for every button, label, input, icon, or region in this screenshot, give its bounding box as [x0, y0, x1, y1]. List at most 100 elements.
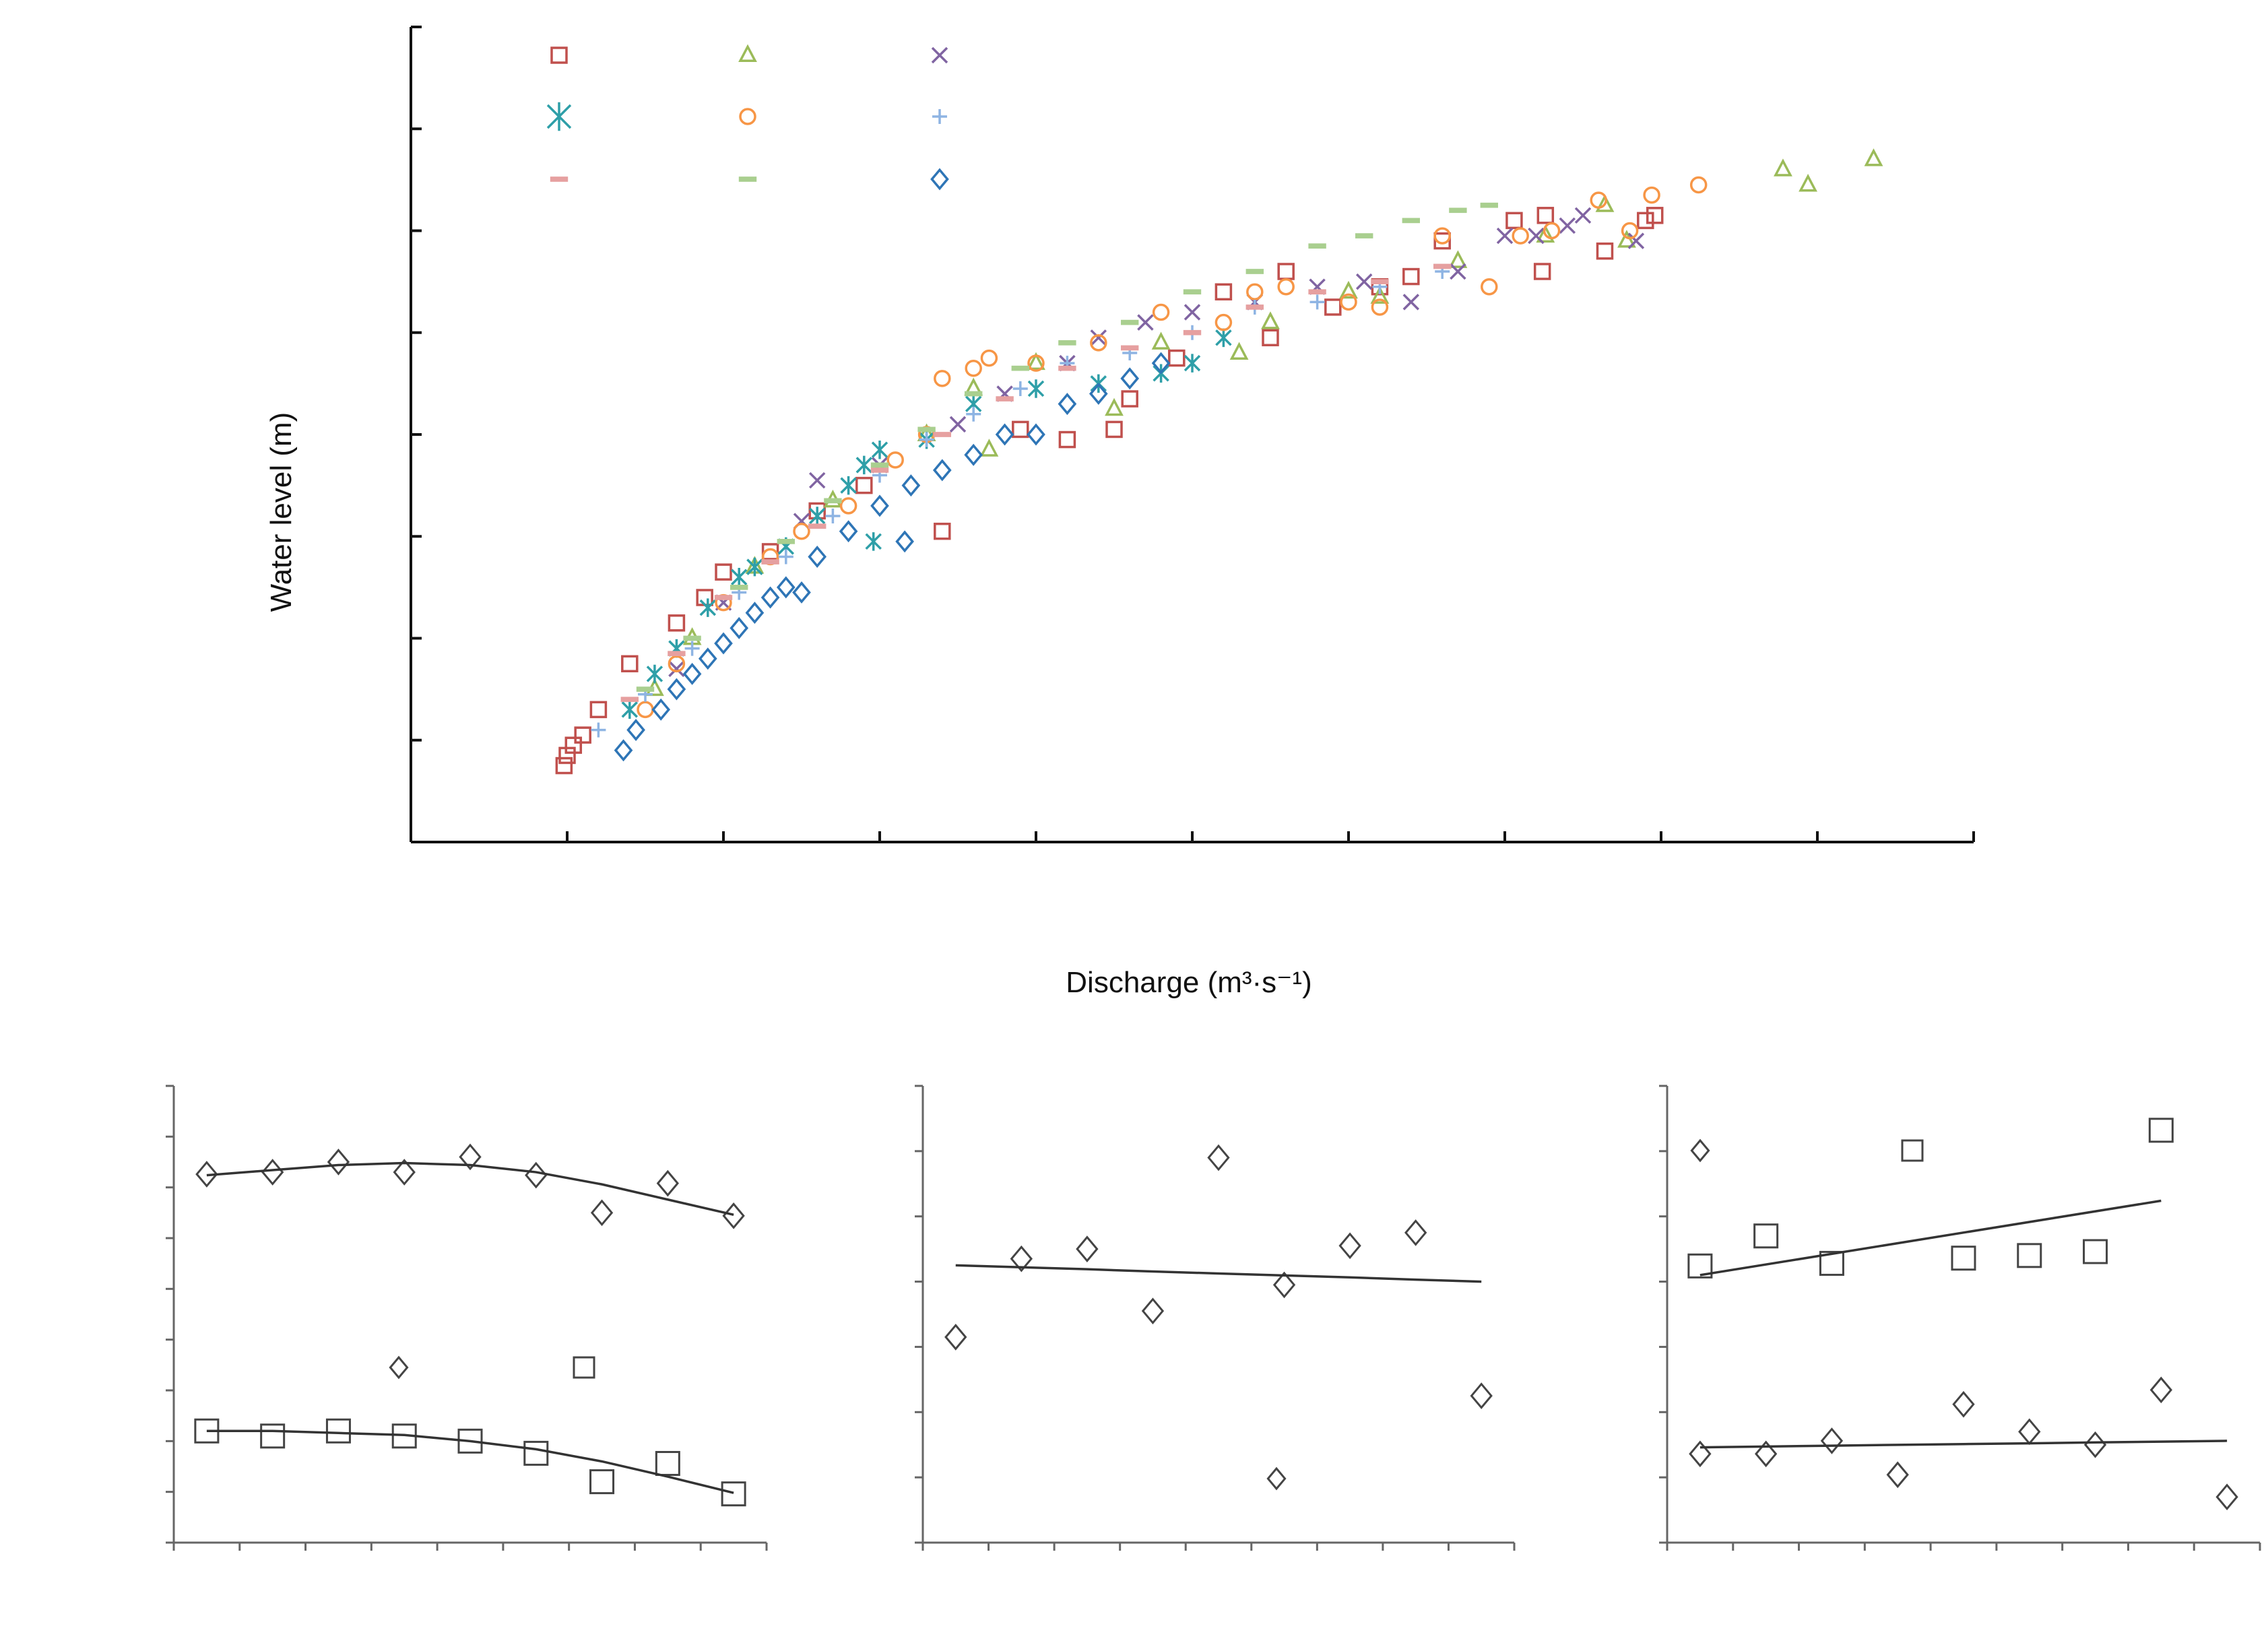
small-3-trendline-25,000m³/s	[1699, 1440, 2228, 1449]
point-2010-5	[870, 462, 889, 468]
small-2-point-20,000m³/s-2005	[1076, 1235, 1099, 1262]
point-2006-11	[865, 532, 882, 551]
point-2004-17	[1617, 230, 1636, 248]
point-2011-14	[870, 494, 889, 517]
small-3-legend-marker-25,000m³/s	[1690, 1138, 1710, 1163]
small-1-point-10,000m³/s-2005	[325, 1418, 351, 1444]
point-2004-20	[1864, 148, 1883, 166]
point-2003-5	[621, 655, 639, 673]
point-2003-28	[1637, 212, 1654, 230]
small-3-legend-marker-35,000m³/s	[1901, 1139, 1924, 1162]
point-2009-6	[933, 432, 951, 437]
point-2011-3	[667, 678, 686, 701]
small-1-point-15,000m³/s-2003	[195, 1161, 218, 1188]
legend-marker-2004	[738, 44, 757, 62]
point-2003-9	[761, 543, 779, 560]
point-2007-22	[1543, 222, 1561, 240]
point-2003-11	[855, 476, 873, 494]
point-2010-17	[1480, 202, 1498, 208]
point-2007-5	[839, 497, 857, 515]
small-1-point-15,000m³/s-2008	[525, 1161, 548, 1189]
small-3-point-35,000m³/s-2010	[2148, 1118, 2174, 1143]
point-2003-3	[574, 726, 591, 744]
point-2008-5	[825, 509, 841, 523]
point-2003-4	[589, 701, 608, 719]
point-2007-25	[1643, 186, 1660, 204]
point-2009-14	[1433, 263, 1452, 269]
point-2004-15	[1536, 224, 1555, 243]
point-2009-9	[1121, 345, 1139, 351]
point-2011-22	[1089, 383, 1108, 405]
point-2011-5	[698, 647, 717, 670]
point-2011-18	[964, 443, 983, 466]
legend-marker-2003	[550, 46, 568, 64]
point-2009-4	[808, 523, 827, 529]
main-x-axis-label: Discharge (m³·s⁻¹)	[1066, 966, 1311, 999]
point-2007-19	[1433, 227, 1451, 245]
point-2003-0	[555, 756, 573, 775]
small-3-point-25,000m³/s-2003	[1689, 1440, 1712, 1468]
point-2003-26	[1536, 207, 1555, 224]
point-2007-17	[1340, 293, 1357, 311]
small-2-legend-marker-20,000m³/s	[1266, 1466, 1287, 1491]
point-2003-24	[1433, 232, 1451, 250]
point-2007-13	[1152, 303, 1170, 321]
point-2006-14	[1027, 379, 1045, 398]
point-2005-19	[1574, 207, 1592, 224]
point-2011-4	[682, 662, 702, 685]
point-2007-1	[668, 655, 686, 673]
small-3-point-35,000m³/s-2007	[1951, 1246, 1976, 1271]
point-2009-7	[996, 396, 1014, 401]
point-2003-23	[1402, 267, 1420, 286]
point-2010-13	[1308, 243, 1326, 249]
small-1-point-10,000m³/s-2010	[655, 1450, 680, 1476]
point-2004-12	[1339, 280, 1358, 299]
point-2004-16	[1595, 194, 1615, 212]
point-2008-8	[966, 406, 981, 422]
point-2011-24	[1151, 352, 1171, 375]
point-2007-26	[1689, 176, 1708, 194]
small-2-trendline-20,000m³/s	[955, 1264, 1482, 1283]
legend-marker-2010	[738, 176, 757, 182]
small-1-point-15,000m³/s-2004	[261, 1159, 284, 1186]
small-1-point-15,000m³/s-2006	[393, 1159, 416, 1186]
point-2006-8	[840, 476, 857, 495]
point-2009-10	[1183, 329, 1202, 335]
point-2003-14	[1058, 430, 1076, 449]
point-2006-3	[699, 598, 717, 617]
small-3-point-35,000m³/s-2004	[1753, 1223, 1779, 1249]
point-2004-11	[1261, 311, 1280, 329]
legend-marker-2009	[550, 176, 569, 182]
point-2006-10	[871, 440, 888, 459]
small-3-point-35,000m³/s-2003	[1687, 1253, 1713, 1279]
point-2007-15	[1246, 283, 1264, 300]
point-2008-4	[778, 549, 793, 565]
small-3-trendline-35,000m³/s	[1699, 1199, 2162, 1277]
point-2003-27	[1533, 263, 1551, 280]
point-2011-6	[714, 632, 733, 655]
point-2007-9	[965, 359, 982, 377]
point-2010-10	[1121, 319, 1139, 325]
point-2011-10	[776, 576, 796, 599]
point-2005-18	[1559, 217, 1576, 234]
small-1-point-15,000m³/s-2010	[656, 1169, 679, 1197]
small-1-point-15,000m³/s-2005	[327, 1149, 350, 1175]
point-2003-30	[1596, 243, 1614, 260]
point-2011-12	[808, 546, 827, 568]
point-2010-8	[1011, 365, 1029, 371]
point-2003-6	[668, 614, 686, 632]
point-2010-1	[683, 635, 701, 641]
point-2003-20	[1277, 263, 1295, 280]
point-2007-4	[793, 522, 810, 540]
point-2006-0	[621, 700, 639, 719]
small-2-point-20,000m³/s-2010	[1404, 1219, 1427, 1246]
point-2007-14	[1214, 313, 1233, 331]
point-2011-20	[1027, 423, 1045, 446]
point-2008-14	[1309, 294, 1325, 310]
point-2006-18	[1215, 328, 1232, 348]
legend-marker-2005	[931, 46, 948, 64]
point-2010-11	[1183, 289, 1202, 295]
point-2007-11	[1027, 354, 1045, 372]
small-1-legend-marker-15,000m³/s	[389, 1355, 409, 1380]
small-1-point-15,000m³/s-2011	[722, 1202, 745, 1229]
